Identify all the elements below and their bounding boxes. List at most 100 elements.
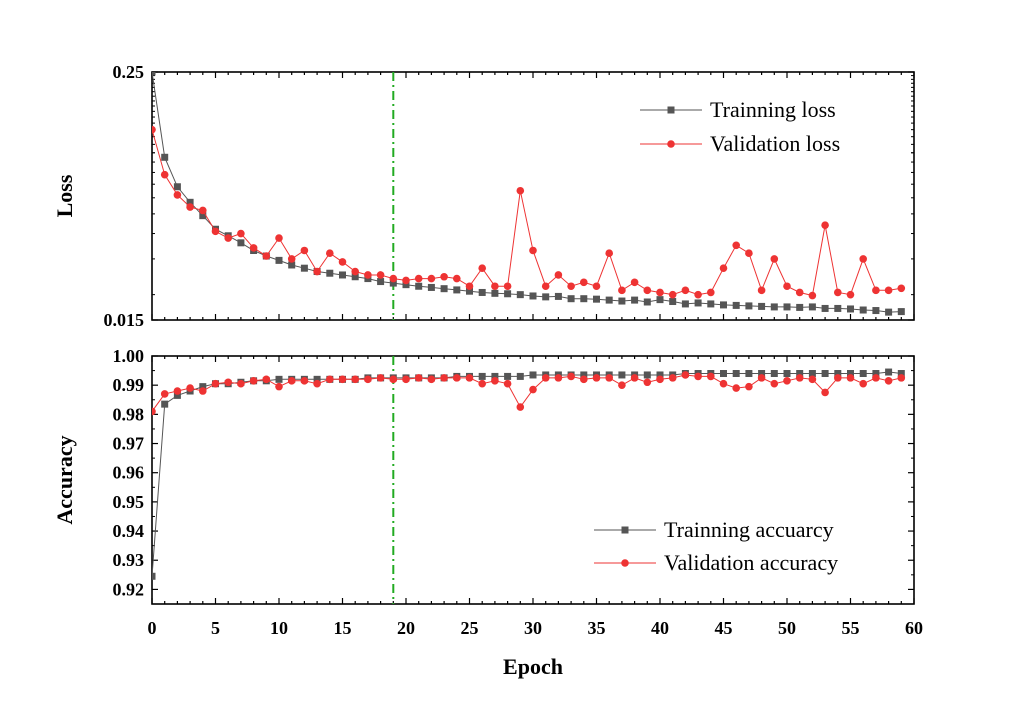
data-point [694,299,702,307]
data-point [402,281,410,289]
data-point [440,285,448,293]
y-tick-label: 0.95 [113,492,145,512]
data-point [326,269,334,277]
legend-marker [621,526,629,534]
x-tick-label: 55 [842,618,860,638]
data-point [503,282,512,291]
data-point [199,212,207,220]
data-point [377,278,385,286]
y-tick-label: 0.99 [113,375,145,395]
data-point [630,278,639,287]
data-point [859,306,867,314]
data-point [453,274,461,283]
legend-label: Validation loss [710,131,840,156]
data-point [173,387,182,395]
data-point [719,264,728,272]
data-point [783,370,791,378]
data-point [160,170,169,179]
data-point [897,370,905,378]
data-point [491,289,499,297]
data-point [351,375,360,384]
data-point [541,282,550,291]
data-point [440,374,448,382]
data-point [808,291,817,300]
data-point [466,287,473,295]
data-point [872,307,880,315]
data-point [745,249,753,258]
data-point [821,304,829,312]
data-point [605,296,613,304]
data-point [199,383,207,391]
data-point [287,377,296,385]
data-point [783,282,791,291]
data-point [503,379,512,388]
data-point [173,391,181,399]
data-point [199,387,207,395]
data-point [275,256,283,264]
data-point [249,244,258,252]
data-point [161,400,169,408]
data-point [326,249,334,258]
x-tick-label: 45 [715,618,733,638]
x-tick-label: 35 [588,618,606,638]
y-tick-label: 0.93 [113,550,145,570]
data-point [516,403,525,411]
data-point [237,239,245,247]
data-point [618,381,626,389]
data-point [795,288,804,297]
data-point [414,274,423,283]
data-point [275,375,283,383]
y-axis-title: Accuracy [52,435,77,524]
x-tick-label: 15 [334,618,352,638]
y-axis-title: Loss [52,174,77,217]
data-point [249,377,258,385]
data-point [516,291,524,299]
series-line [152,371,902,577]
data-point [656,371,664,379]
data-point [339,271,346,279]
data-point [237,229,245,238]
legend-marker [667,106,675,114]
data-point [707,372,715,381]
data-point [542,293,550,301]
data-point [897,374,906,382]
data-point [186,198,194,206]
data-point [796,303,804,311]
data-point [580,371,588,379]
data-point [592,374,601,382]
data-point [846,374,855,382]
data-point [160,390,169,398]
data-point [656,375,664,384]
data-point [186,203,194,211]
data-point [732,384,740,392]
data-point [313,379,321,388]
data-point [821,221,829,229]
data-point [846,290,855,299]
data-point [732,370,740,378]
data-point [491,372,499,380]
x-tick-label: 20 [397,618,415,638]
data-point [478,288,486,296]
data-point [211,379,220,388]
data-point [516,186,525,195]
data-point [808,303,816,311]
y-tick-label: 1.00 [113,346,145,366]
accuracy-panel: 0.92 0.93 0.94 0.95 0.96 0.97 0.98 0.99 1.00 0 5 10… [52,346,923,679]
loss-panel: 0.015 0.25 Loss Trainning loss Validation lo… [52,62,915,330]
y-tick-label: 0.94 [113,521,145,541]
data-point [211,227,220,236]
data-point [808,370,816,378]
data-point [783,377,791,385]
data-point [402,276,410,285]
data-point [783,303,791,311]
legend-label: Trainning loss [710,97,836,122]
data-point [618,286,626,295]
data-point [580,278,588,287]
data-point [567,282,575,291]
data-point [554,271,563,279]
legend-label: Trainning accuarcy [664,517,834,542]
data-point [656,288,664,297]
x-tick-label: 5 [211,618,220,638]
x-tick-label: 0 [148,618,157,638]
